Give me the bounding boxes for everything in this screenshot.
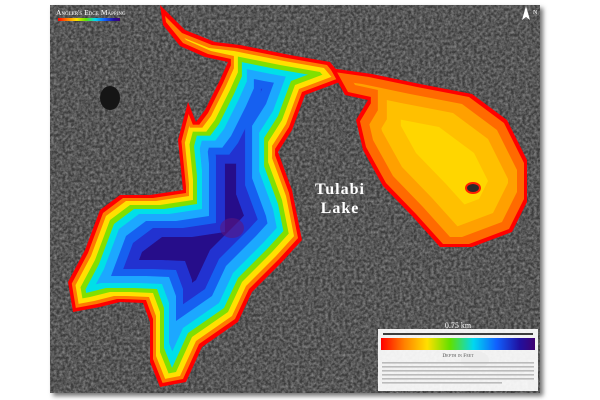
disclaimer-line [382,382,502,384]
depth-colorbar [381,338,535,350]
disclaimer-line [382,366,534,368]
legend: 0.75 km Depth in Feet [378,321,538,391]
logo-title: Angler's Edge Mapping [56,8,126,17]
compass-label: N [533,10,538,16]
island [465,182,481,194]
depth-label: Depth in Feet [442,353,474,359]
logo-bar [58,18,120,21]
disclaimer-line [382,362,534,364]
disclaimer-line [382,374,534,376]
disclaimer-line [382,378,534,380]
deep-hole [220,218,244,238]
disclaimer [382,362,534,384]
compass: N [522,6,538,20]
small-pond [100,86,120,110]
east-basin [330,68,527,247]
scale-label: 0.75 km [445,321,472,330]
lake-label: Lake [321,200,360,217]
map: Tulabi Lake Angler's Edge Mapping N 0.75… [50,5,540,393]
north-arrow [522,6,530,20]
lake-label: Tulabi [315,181,365,198]
west-basin [68,5,345,387]
disclaimer-line [382,370,534,372]
